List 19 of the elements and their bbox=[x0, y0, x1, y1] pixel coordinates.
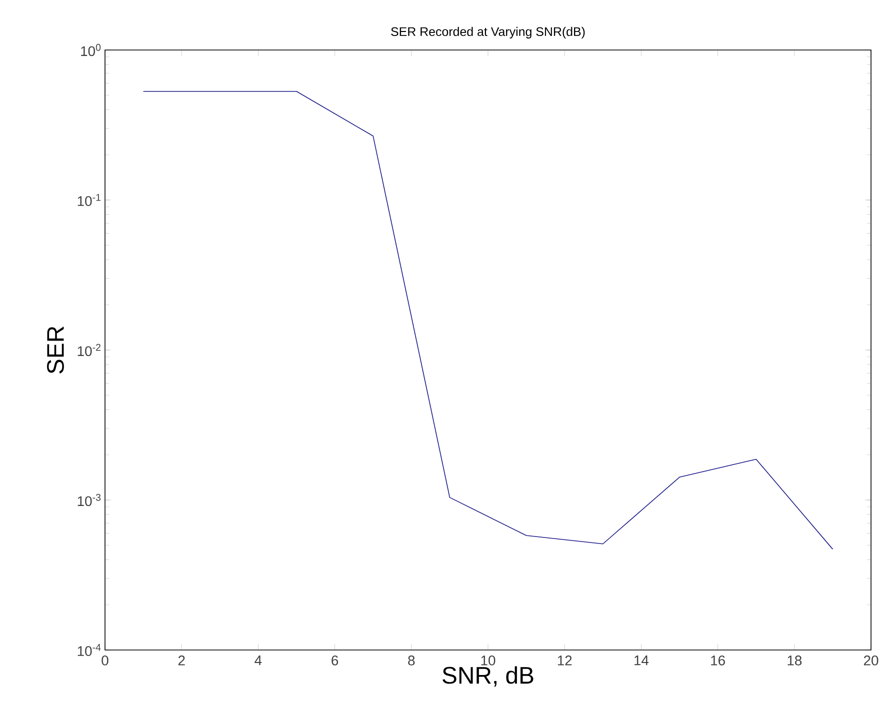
x-tick-label: 0 bbox=[102, 656, 108, 666]
x-tick-label: 18 bbox=[788, 656, 802, 666]
chart-title: SER Recorded at Varying SNR(dB) bbox=[391, 26, 585, 38]
x-tick-label: 10 bbox=[481, 656, 496, 666]
x-tick-label: 12 bbox=[558, 656, 572, 666]
y-tick-label: 10$^{0}$ bbox=[81, 44, 101, 56]
x-tick-label: 14 bbox=[634, 656, 649, 666]
y-tick-label: 10$^{-2}$ bbox=[78, 344, 100, 356]
x-tick-label: 16 bbox=[711, 656, 725, 666]
x-tick-label: 8 bbox=[408, 656, 415, 666]
y-tick-label: 10$^{-3}$ bbox=[78, 494, 101, 506]
x-axis-title: SNR, dB bbox=[442, 666, 534, 687]
y-tick-label: 10$^{-4}$ bbox=[78, 644, 101, 656]
x-tick-label: 6 bbox=[332, 656, 338, 666]
y-tick-label: 10$^{-1}$ bbox=[78, 194, 101, 206]
x-tick-label: 4 bbox=[254, 656, 262, 666]
x-tick-label: 2 bbox=[178, 656, 185, 666]
x-tick-label: 20 bbox=[864, 656, 878, 666]
y-axis-title: SER bbox=[47, 326, 64, 374]
